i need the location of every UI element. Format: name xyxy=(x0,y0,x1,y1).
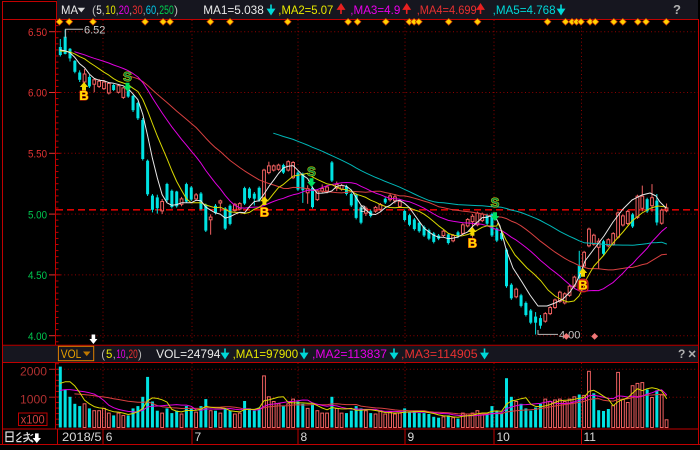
svg-text:20: 20 xyxy=(119,3,130,17)
svg-text:5: 5 xyxy=(96,3,102,17)
svg-text:10: 10 xyxy=(105,3,116,17)
svg-text:): ) xyxy=(174,3,178,17)
svg-text:(: ( xyxy=(101,347,105,361)
svg-text:VOL: VOL xyxy=(61,347,82,361)
svg-text:,MA3=4.9: ,MA3=4.9 xyxy=(350,3,400,17)
svg-text:MA1=5.038: MA1=5.038 xyxy=(203,3,264,17)
svg-text:×: × xyxy=(688,345,696,361)
svg-text:2018/5: 2018/5 xyxy=(62,430,102,444)
svg-text:MA: MA xyxy=(61,3,78,17)
svg-text:250: 250 xyxy=(159,3,174,17)
svg-text:?: ? xyxy=(673,2,681,17)
svg-text:10: 10 xyxy=(116,347,125,361)
svg-text:(: ( xyxy=(92,3,96,17)
svg-text:x100: x100 xyxy=(21,412,45,426)
svg-text:S: S xyxy=(123,69,132,84)
svg-text:8: 8 xyxy=(301,430,308,444)
svg-text:4.00: 4.00 xyxy=(559,330,580,342)
svg-text:,: , xyxy=(116,3,119,17)
svg-text:): ) xyxy=(138,347,142,361)
svg-text:,: , xyxy=(126,347,129,361)
svg-text:5.00: 5.00 xyxy=(28,209,47,221)
svg-text:?: ? xyxy=(678,347,685,361)
svg-text:B: B xyxy=(468,236,477,251)
svg-text:2000: 2000 xyxy=(20,365,47,379)
svg-text:11: 11 xyxy=(584,430,597,444)
svg-text:60: 60 xyxy=(146,3,157,17)
svg-text:20: 20 xyxy=(129,347,138,361)
svg-text:4.50: 4.50 xyxy=(28,270,47,282)
svg-text:30: 30 xyxy=(132,3,143,17)
svg-text:,: , xyxy=(156,3,159,17)
svg-text:S: S xyxy=(307,164,316,179)
svg-text:5: 5 xyxy=(106,347,113,361)
svg-text:VOL=24794: VOL=24794 xyxy=(156,347,221,361)
svg-text:,: , xyxy=(102,3,105,17)
svg-text:,MA2=5.07: ,MA2=5.07 xyxy=(278,3,333,17)
svg-text:B: B xyxy=(79,88,88,103)
svg-text:6: 6 xyxy=(106,430,113,444)
svg-text:1000: 1000 xyxy=(20,392,47,406)
svg-text:,MA3=114905: ,MA3=114905 xyxy=(401,347,478,361)
svg-text:6.52: 6.52 xyxy=(84,25,105,37)
svg-text:S: S xyxy=(491,195,500,210)
svg-text:5.50: 5.50 xyxy=(28,149,47,161)
svg-text:4.00: 4.00 xyxy=(28,331,47,343)
svg-text:,: , xyxy=(113,347,116,361)
svg-text:,MA2=113837: ,MA2=113837 xyxy=(312,347,387,361)
svg-text:B: B xyxy=(360,204,366,214)
svg-text:6.00: 6.00 xyxy=(28,88,47,100)
svg-text:7: 7 xyxy=(195,430,202,444)
svg-text:,MA5=4.768: ,MA5=4.768 xyxy=(493,3,556,17)
svg-text:,MA4=4.699: ,MA4=4.699 xyxy=(417,3,477,17)
svg-text:B: B xyxy=(578,278,587,293)
svg-text:9: 9 xyxy=(408,430,415,444)
svg-text:B: B xyxy=(260,205,269,220)
svg-text:,MA1=97900: ,MA1=97900 xyxy=(233,347,299,361)
svg-text:,: , xyxy=(129,3,132,17)
svg-text:10: 10 xyxy=(497,430,511,444)
svg-text:,: , xyxy=(143,3,146,17)
svg-text:6.50: 6.50 xyxy=(28,27,47,39)
